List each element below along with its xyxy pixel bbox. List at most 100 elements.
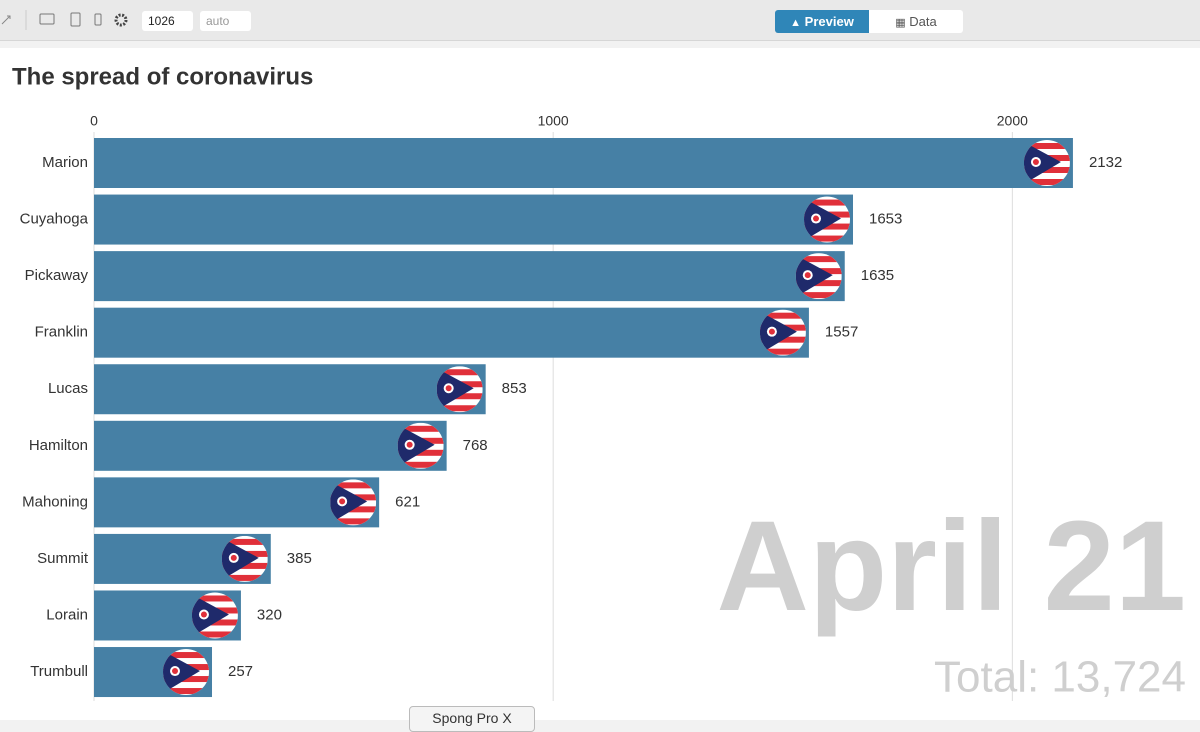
preview-stage: The spread of coronavirus 0 1000 2000 April… <box>0 48 1200 720</box>
flag-body <box>163 649 210 696</box>
promo-badge[interactable]: Spong Pro X <box>409 706 535 732</box>
flag-field <box>397 424 435 467</box>
value-label: 1635 <box>861 267 894 284</box>
category-label: Lucas <box>48 380 88 397</box>
category-label: Franklin <box>35 324 88 341</box>
value-label: 1653 <box>869 211 902 228</box>
flag-icon <box>804 196 851 243</box>
value-label: 768 <box>463 437 488 454</box>
category-label: Summit <box>37 550 89 567</box>
flag-field <box>330 481 368 524</box>
flag-field <box>804 198 842 241</box>
flag-dot <box>768 328 775 335</box>
bar <box>94 420 447 471</box>
category-label: Lorain <box>46 606 88 623</box>
flag-stripe <box>397 425 444 432</box>
flag-body <box>397 422 444 469</box>
flag-dot <box>339 498 346 505</box>
category-label: Mahoning <box>22 493 88 510</box>
flag-dot <box>230 554 237 561</box>
x-tick-label: 1000 <box>538 113 569 129</box>
flag-icon <box>163 649 210 696</box>
x-tick-label: 0 <box>90 113 98 129</box>
bar <box>94 364 486 415</box>
value-label: 257 <box>228 663 253 680</box>
value-label: 385 <box>287 550 312 567</box>
settings-icon[interactable] <box>114 13 128 27</box>
flag-field <box>1023 142 1061 184</box>
toolbar: 1026 auto ▲ Preview ▦ Data <box>0 0 1200 41</box>
x-tick-label: 2000 <box>997 113 1028 129</box>
flag-icon <box>795 253 842 300</box>
preview-label: Preview <box>804 14 854 29</box>
flag-body <box>436 366 483 413</box>
value-label: 853 <box>502 380 527 397</box>
value-label: 1557 <box>825 324 858 341</box>
bar <box>94 194 854 245</box>
desktop-icon[interactable] <box>39 13 55 25</box>
bar <box>94 307 809 358</box>
flag-stripe <box>221 574 268 581</box>
flag-field <box>163 651 201 694</box>
flag-field <box>795 255 833 298</box>
category-label: Pickaway <box>25 267 89 284</box>
category-label: Marion <box>42 154 88 171</box>
flag-body <box>330 479 377 526</box>
flag-stripe <box>436 369 483 376</box>
tablet-icon[interactable] <box>70 12 81 27</box>
flag-icon <box>191 592 238 639</box>
flag-icon <box>330 479 377 526</box>
flag-stripe <box>759 348 806 355</box>
value-label: 320 <box>257 606 282 623</box>
bar <box>94 138 1073 188</box>
flag-stripe <box>759 312 806 319</box>
width-input[interactable]: 1026 <box>142 11 193 31</box>
flag-stripe <box>795 292 842 299</box>
toolbar-icons <box>1 10 128 30</box>
date-label: April 21 <box>717 495 1187 638</box>
flag-stripe <box>191 631 238 638</box>
flag-dot <box>445 385 452 392</box>
flag-icon <box>397 422 444 469</box>
value-label: 621 <box>395 493 420 510</box>
flag-body <box>191 592 238 639</box>
flag-stripe <box>221 538 268 545</box>
flag-body <box>804 196 851 243</box>
flag-icon <box>1023 140 1070 186</box>
flag-stripe <box>163 688 210 695</box>
chart-title: The spread of coronavirus <box>12 63 313 90</box>
flag-stripe <box>804 199 851 206</box>
bar <box>94 251 845 302</box>
flag-body <box>759 309 806 356</box>
value-label: 2132 <box>1089 154 1122 171</box>
total-label: Total: 13,724 <box>934 653 1186 702</box>
height-input[interactable]: auto <box>200 11 251 31</box>
flag-dot <box>200 611 207 618</box>
flag-field <box>191 594 229 637</box>
flag-stripe <box>1023 179 1070 185</box>
chart: The spread of coronavirus 0 1000 2000 April… <box>12 63 1187 702</box>
flag-stripe <box>330 482 377 489</box>
flag-dot <box>804 272 811 279</box>
expand-icon[interactable] <box>1 15 11 25</box>
flag-dot <box>406 441 413 448</box>
category-label: Cuyahoga <box>20 211 89 228</box>
flag-stripe <box>330 518 377 525</box>
flag-body <box>795 253 842 300</box>
flag-body <box>1023 140 1070 186</box>
flag-body <box>221 535 268 582</box>
flag-field <box>221 537 259 580</box>
flag-dot <box>1032 159 1039 165</box>
data-tab[interactable]: ▦ Data <box>869 10 963 33</box>
mobile-icon[interactable] <box>94 13 102 26</box>
flag-stripe <box>436 405 483 412</box>
flag-field <box>759 311 797 354</box>
flag-dot <box>172 668 179 675</box>
preview-tab[interactable]: ▲ Preview <box>775 10 869 33</box>
flag-stripe <box>163 652 210 659</box>
category-label: Hamilton <box>29 437 88 454</box>
flag-icon <box>759 309 806 356</box>
flag-stripe <box>795 256 842 263</box>
category-label: Trumbull <box>30 663 88 680</box>
